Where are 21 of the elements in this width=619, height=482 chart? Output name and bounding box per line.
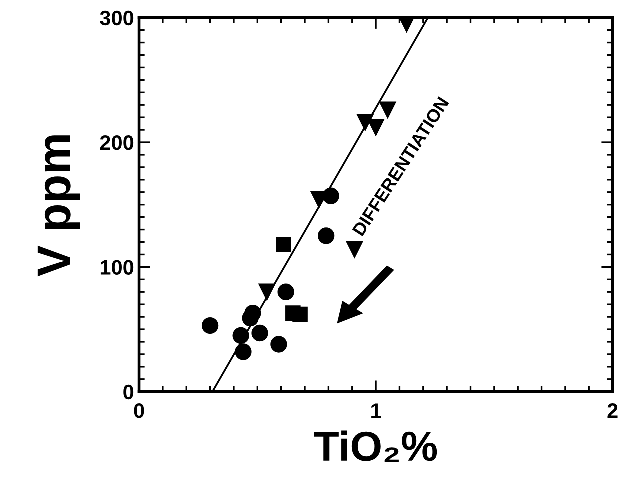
point — [270, 336, 288, 353]
point — [322, 188, 340, 204]
point — [318, 228, 335, 244]
point — [235, 344, 252, 360]
x-tick-label: 2 — [608, 404, 618, 418]
point — [202, 317, 219, 334]
point — [258, 284, 276, 300]
x-tick-label: 0 — [134, 404, 144, 418]
point — [252, 324, 268, 342]
point — [292, 306, 308, 322]
y-tick-label: 0 — [124, 384, 134, 400]
y-tick-label: 100 — [100, 260, 134, 275]
point — [232, 327, 250, 344]
point — [346, 241, 364, 258]
y-tick-label: 200 — [100, 136, 134, 150]
point — [276, 237, 292, 252]
y-tick-label: 300 — [100, 10, 134, 26]
y-axis-title: V ppm — [38, 136, 80, 277]
point — [278, 284, 294, 300]
x-tick-label: 1 — [372, 404, 382, 418]
x-axis-title: TiO₂% — [314, 430, 438, 462]
